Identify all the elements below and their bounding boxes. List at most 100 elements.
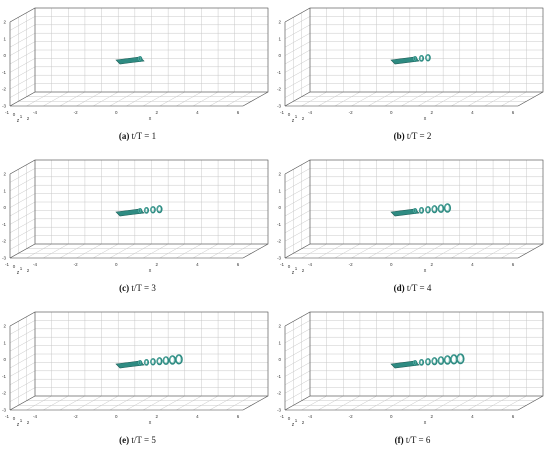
y-tick-label: -2 xyxy=(277,391,281,396)
x-tick-label: -2 xyxy=(74,110,78,115)
vortex-ring-highlight xyxy=(150,206,155,212)
z-tick-label: 2 xyxy=(302,420,305,425)
y-tick-label: -1 xyxy=(277,374,281,379)
caption-letter: (f) xyxy=(394,435,404,445)
x-tick-label: 0 xyxy=(390,262,393,267)
y-tick-label: 1 xyxy=(3,340,6,345)
vortex-wake-c xyxy=(115,205,163,217)
x-axis-label: x xyxy=(149,116,152,122)
x-tick-label: 4 xyxy=(471,262,474,267)
frame-e xyxy=(9,311,269,411)
caption-b: (b) t/T = 2 xyxy=(275,131,550,141)
z-tick-label: -1 xyxy=(5,414,9,419)
caption-time: t/T = 5 xyxy=(131,435,156,445)
caption-letter: (e) xyxy=(119,435,130,445)
x-tick-label: -4 xyxy=(33,262,37,267)
y-tick-label: -3 xyxy=(277,408,281,413)
x-axis-label: x xyxy=(424,420,427,426)
vortex-ring xyxy=(456,353,465,365)
z-tick-label: 0 xyxy=(288,112,291,117)
x-tick-label: -4 xyxy=(308,414,312,419)
frame-d xyxy=(284,159,544,259)
x-axis-label: x xyxy=(424,116,427,122)
x-tick-label: -2 xyxy=(349,110,353,115)
caption-e: (e) t/T = 5 xyxy=(0,435,275,445)
z-tick-label: -1 xyxy=(280,414,284,419)
y-tick-label: 0 xyxy=(278,205,281,210)
x-tick-label: 2 xyxy=(431,110,434,115)
y-tick-label: 0 xyxy=(3,205,6,210)
vortex-ring-highlight xyxy=(150,358,155,364)
x-tick-label: -4 xyxy=(33,414,37,419)
z-tick-label: 2 xyxy=(302,116,305,121)
z-tick-label: 1 xyxy=(295,114,298,119)
z-tick-label: -1 xyxy=(5,262,9,267)
y-tick-label: 1 xyxy=(278,36,281,41)
vortex-ring xyxy=(431,357,438,366)
plate-shape xyxy=(115,56,145,65)
vortex-ring-highlight xyxy=(432,205,436,212)
y-tick-label: -3 xyxy=(277,104,281,109)
z-tick-label: 0 xyxy=(13,112,16,117)
vortex-ring-highlight xyxy=(413,360,416,365)
vortex-ring xyxy=(175,354,183,365)
z-tick-label: 1 xyxy=(20,418,23,423)
vortex-ring-highlight xyxy=(413,208,416,213)
x-axis-label: x xyxy=(149,268,152,274)
caption-time: t/T = 3 xyxy=(131,283,156,293)
y-tick-label: 0 xyxy=(278,53,281,58)
x-tick-label: 0 xyxy=(115,262,118,267)
caption-time: t/T = 2 xyxy=(406,131,432,141)
x-tick-label: 6 xyxy=(237,110,240,115)
frame-c xyxy=(9,159,269,259)
y-tick-label: 2 xyxy=(3,324,6,329)
x-tick-label: 4 xyxy=(196,262,199,267)
y-tick-label: 2 xyxy=(278,20,281,25)
vortex-wake-a xyxy=(115,55,145,65)
vortex-wake-e xyxy=(115,354,183,369)
caption-d: (d) t/T = 4 xyxy=(275,283,550,293)
plate-shape xyxy=(115,208,145,217)
z-tick-label: 2 xyxy=(27,116,30,121)
caption-a: (a) t/T = 1 xyxy=(0,131,275,141)
plate-shape xyxy=(115,360,145,369)
x-tick-label: 4 xyxy=(196,414,199,419)
vortex-ring-highlight xyxy=(169,356,175,364)
plate-shape xyxy=(390,208,420,217)
x-tick-label: -2 xyxy=(74,262,78,267)
vortex-ring-highlight xyxy=(444,356,450,364)
vortex-ring xyxy=(443,203,452,213)
vortex-ring-highlight xyxy=(438,357,443,364)
caption-letter: (b) xyxy=(393,131,405,141)
caption-time: t/T = 1 xyxy=(131,131,157,141)
y-tick-label: 0 xyxy=(3,53,6,58)
vortex-ring-highlight xyxy=(425,206,430,212)
caption-time: t/T = 6 xyxy=(405,435,431,445)
z-tick-label: 2 xyxy=(302,268,305,273)
vortex-ring-highlight xyxy=(138,360,141,365)
caption-letter: (a) xyxy=(118,131,130,141)
x-tick-label: 0 xyxy=(115,414,118,419)
z-axis-label: z xyxy=(292,270,295,276)
x-tick-label: -4 xyxy=(308,110,312,115)
y-tick-label: -2 xyxy=(2,391,6,396)
x-tick-label: 6 xyxy=(237,262,240,267)
z-tick-label: 0 xyxy=(288,416,291,421)
vortex-ring xyxy=(437,356,445,365)
x-tick-label: 0 xyxy=(390,414,393,419)
x-tick-label: -2 xyxy=(349,262,353,267)
x-tick-label: -4 xyxy=(33,110,37,115)
vortex-ring-highlight xyxy=(176,355,182,363)
caption-letter: (d) xyxy=(393,283,405,293)
vortex-ring-highlight xyxy=(457,354,463,363)
vortex-ring-highlight xyxy=(444,204,450,212)
